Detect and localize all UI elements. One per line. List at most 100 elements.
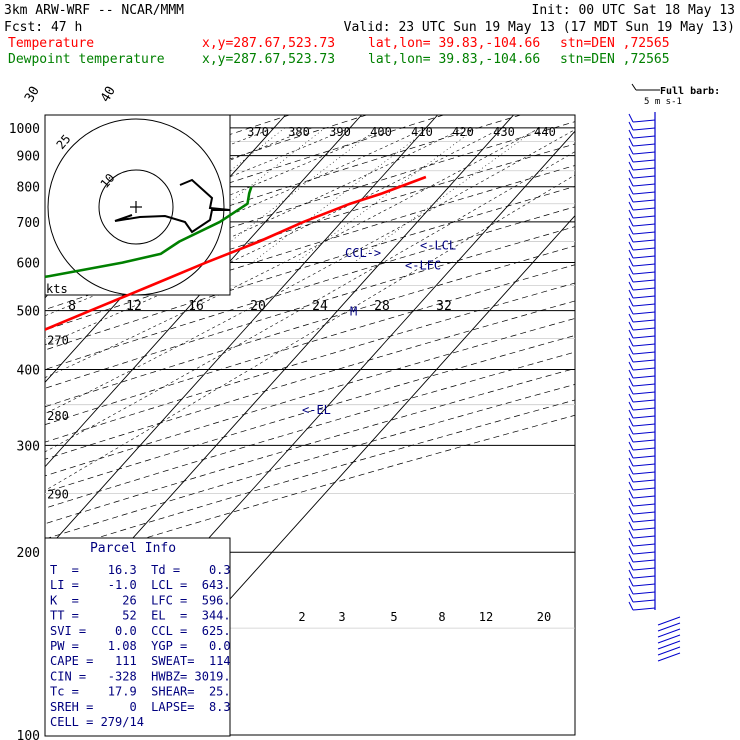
barb-flag xyxy=(632,239,656,243)
wind-barb xyxy=(628,241,656,251)
parcel-marker: M xyxy=(350,305,357,319)
wind-barb xyxy=(628,529,656,539)
wind-barb-lower xyxy=(657,640,681,650)
barb-flag xyxy=(632,159,656,163)
parcel-info-row: T = 16.3 Td = 0.3 xyxy=(50,563,231,577)
hodograph-units: kts xyxy=(46,282,68,296)
barb-flag xyxy=(632,439,656,443)
hodograph-ring-value: 20 xyxy=(250,299,266,314)
wind-barb xyxy=(628,433,656,443)
wind-barb xyxy=(628,361,656,371)
barb-flag xyxy=(632,391,656,395)
mixing-ratio-label: 2 xyxy=(298,610,305,624)
hodograph-ring-value: 16 xyxy=(188,299,204,314)
barb-flag xyxy=(632,151,656,155)
wind-barb xyxy=(628,225,656,235)
wind-barb xyxy=(628,289,656,299)
wind-barb xyxy=(628,249,656,259)
parcel-marker: <-LCL xyxy=(420,238,456,252)
wind-barb xyxy=(628,489,656,499)
moist-adiabat-line xyxy=(45,127,465,317)
wind-barb xyxy=(628,401,656,411)
mixing-ratio-label: 3 xyxy=(338,610,345,624)
wind-barb xyxy=(628,377,656,387)
parcel-info-row: SVI = 0.0 CCL = 625. xyxy=(50,624,231,638)
dry-adiabat-line xyxy=(45,335,575,493)
wind-barb xyxy=(628,385,656,395)
header: 3km ARW-WRF -- NCAR/MMM Init: 00 UTC Sat… xyxy=(4,3,735,67)
barb-flag xyxy=(632,351,656,355)
wind-barb xyxy=(628,177,656,187)
barb-tick xyxy=(628,569,634,579)
dry-adiabat-line xyxy=(45,226,575,389)
barb-tick xyxy=(628,529,634,539)
barb-tick xyxy=(628,545,634,555)
pressure-tick-label: 1000 xyxy=(9,122,40,137)
barb-tick xyxy=(628,417,634,427)
wind-barb xyxy=(628,473,656,483)
wind-barb-lower xyxy=(657,616,681,626)
barb-tick xyxy=(628,457,634,467)
barb-tick xyxy=(628,337,634,347)
parcel-info-row: PW = 1.08 YGP = 0.0 xyxy=(50,639,231,653)
barb-flag xyxy=(632,135,656,139)
pressure-tick-label: 800 xyxy=(17,181,40,196)
barb-tick xyxy=(628,377,634,387)
isotherm-tick-label: 40 xyxy=(98,84,119,105)
hodograph-ring xyxy=(47,118,225,295)
barb-flag xyxy=(632,255,656,259)
mixing-ratio-label: 5 xyxy=(390,610,397,624)
pressure-tick-label: 400 xyxy=(17,363,40,378)
mixing-ratio-label: 12 xyxy=(479,610,493,624)
theta-label: 410 xyxy=(411,125,433,139)
barb-tick xyxy=(628,401,634,411)
hodograph-ring-value: 12 xyxy=(126,299,142,314)
temperature-legend: Temperature xyxy=(8,36,94,51)
wind-barb xyxy=(628,321,656,331)
barb-tick xyxy=(628,585,634,595)
barb-tick xyxy=(628,385,634,395)
barb-tick xyxy=(628,537,634,547)
theta-label: 430 xyxy=(493,125,515,139)
barb-flag xyxy=(632,599,656,603)
valid-time: Valid: 23 UTC Sun 19 May 13 (17 MDT Sun … xyxy=(344,20,735,35)
barb-flag xyxy=(632,607,656,611)
parcel-info-row: SREH = 0 LAPSE= 8.3 xyxy=(50,700,231,714)
barb-flag xyxy=(632,215,656,219)
barb-flag xyxy=(632,167,656,171)
moist-adiabat-line xyxy=(45,174,575,491)
hodograph-ring-value: 8 xyxy=(68,299,76,314)
parcel-info-title: Parcel Info xyxy=(90,541,176,556)
wind-barb xyxy=(628,121,656,131)
parcel-info-row: LI = -1.0 LCL = 643. xyxy=(50,578,231,592)
pressure-tick-label: 600 xyxy=(17,257,40,272)
parcel-info-row: K = 26 LFC = 596. xyxy=(50,593,231,607)
barb-flag xyxy=(632,407,656,411)
barb-tick xyxy=(628,201,634,211)
barb-flag xyxy=(632,247,656,251)
barb-tick xyxy=(628,257,634,267)
wind-barb xyxy=(628,449,656,459)
wind-barb xyxy=(628,601,656,611)
wind-barb xyxy=(628,265,656,275)
temperature-station: stn=DEN ,72565 xyxy=(560,36,670,51)
barb-flag xyxy=(632,343,656,347)
barb-flag xyxy=(632,559,656,563)
wind-barb-lower xyxy=(657,628,681,638)
sounding-series xyxy=(45,175,427,331)
barb-tick xyxy=(628,193,634,203)
isotherm-tick-label: 30 xyxy=(22,84,43,105)
barb-tick xyxy=(628,225,634,235)
barb-tick xyxy=(628,185,634,195)
hodograph-trace xyxy=(114,178,230,234)
wind-barb xyxy=(628,497,656,507)
barb-tick xyxy=(628,361,634,371)
dry-adiabat-line xyxy=(45,368,575,525)
barb-tick xyxy=(628,169,634,179)
barb-tick xyxy=(628,449,634,459)
barb-flag xyxy=(632,295,656,299)
isotherm-line xyxy=(45,115,362,468)
barb-tick xyxy=(628,281,634,291)
barb-tick xyxy=(628,345,634,355)
barb-tick xyxy=(628,489,634,499)
